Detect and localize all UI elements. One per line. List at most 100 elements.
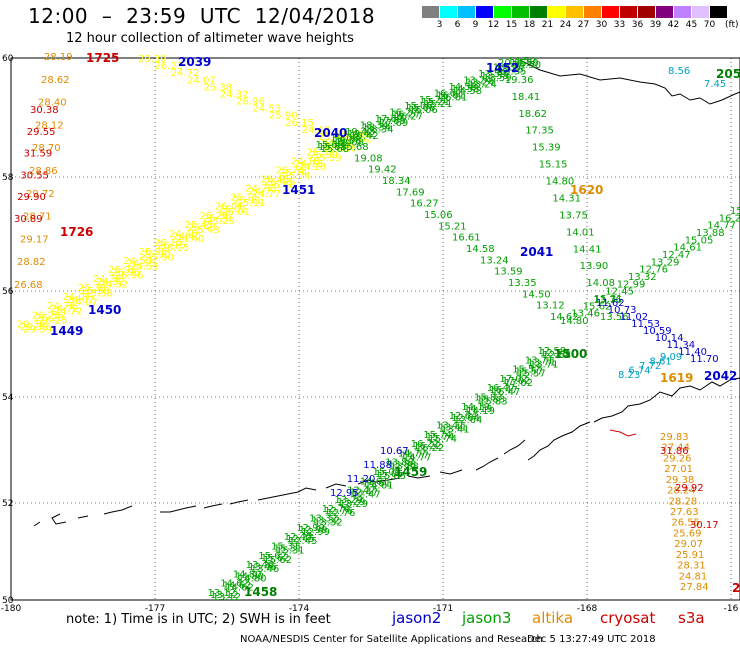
wave-height-label: 16.61 (434, 88, 463, 99)
wave-height-label: 25.29 (200, 211, 229, 222)
wave-height-label: 13.32 (314, 518, 343, 529)
wave-height-label: 15.21 (438, 221, 467, 232)
satellite-passes: 28.19 28.62 28.40 28.12 28.70 28.86 29.72 28.71… (14, 51, 740, 603)
wave-height-label: 29.39 (20, 322, 49, 333)
wave-height-label: 25.43 (188, 223, 217, 234)
near-islands (33, 505, 133, 527)
scale-label: 30 (595, 20, 608, 30)
wave-height-label: 19.42 (348, 129, 377, 140)
scale-swatch (566, 6, 583, 18)
wave-height-label: 24.07 (187, 75, 216, 86)
wave-height-label: 26.48 (264, 177, 293, 188)
wave-height-label: 13.24 (463, 75, 492, 86)
wave-height-label: 31.86 (660, 446, 689, 457)
wave-height-label: 28.19 (44, 52, 73, 63)
wave-height-label: 20.95 (498, 58, 527, 69)
wave-height-label: 15.06 (424, 210, 453, 221)
axis-labels: -180 -177 -174 -171 -168 -16 60 58 56 54 52 50 (1, 54, 739, 614)
wave-height-label: 28.86 (29, 166, 58, 177)
pass-time-label: 1619 (660, 371, 693, 385)
scale-swatch (638, 6, 655, 18)
wave-height-label: 13.75 (559, 210, 588, 221)
wave-height-label: 25.39 (313, 153, 342, 164)
alaska-coast (519, 59, 740, 105)
scale-swatch (440, 6, 457, 18)
wave-height-label: 18.34 (365, 125, 394, 136)
wave-height-label: 25.29 (206, 216, 235, 227)
wave-height-label: 16.22 (416, 443, 445, 454)
wave-height-label: 15.68 (318, 142, 347, 153)
wave-height-label: 15.06 (404, 101, 433, 112)
scale-swatch (710, 6, 727, 18)
wave-height-label: 12.99 (301, 527, 330, 538)
wave-height-label: 16.61 (439, 92, 468, 103)
scale-label: 3 (436, 20, 443, 30)
footnote: note: 1) Time is in UTC; 2) SWH is in fe… (66, 612, 331, 627)
wave-height-label: 12.47 (352, 490, 381, 501)
scale-swatch (620, 6, 637, 18)
wave-height-label: 15.31 (274, 544, 303, 555)
scale-swatch (692, 6, 709, 18)
wave-height-label: 24.66 (325, 141, 354, 152)
pass-time-label: 1458 (244, 585, 277, 599)
wave-height-label: 16.22 (411, 439, 440, 450)
wave-height-label: 15.05 (375, 469, 404, 480)
wave-height-label: 17.69 (377, 116, 406, 127)
wave-height-label: 13.29 (651, 257, 680, 268)
scale-swatch (458, 6, 475, 18)
wave-height-label: 19.08 (333, 136, 362, 147)
wave-height-label: 19.42 (350, 131, 379, 142)
wave-height-label: 25.39 (306, 147, 335, 158)
wave-height-label: 29.26 (663, 453, 692, 464)
pass-time-label: 1726 (60, 225, 93, 239)
wave-height-label: 13.88 (696, 228, 725, 239)
wave-height-label: 25.02 (340, 132, 369, 143)
latitude-tick-label: 54 (2, 393, 14, 403)
wave-height-label: 15.05 (378, 471, 407, 482)
wave-height-label: 15.31 (594, 294, 623, 305)
wave-height-label: 12.99 (296, 523, 325, 534)
wave-height-label: 13.12 (210, 590, 239, 601)
latitude-tick-label: 50 (2, 596, 14, 606)
wave-height-label: 29.72 (26, 189, 55, 200)
wave-height-label: 15.62 (263, 555, 292, 566)
wave-height-label: 25.90 (142, 250, 171, 261)
wave-height-label: 15.62 (583, 301, 612, 312)
scale-swatch (674, 6, 691, 18)
wave-height-label: 24.72 (47, 301, 76, 312)
wave-height-label: 11.62 (596, 298, 625, 309)
wave-height-label: 15.74 (730, 206, 740, 217)
wave-height-label: 15.62 (261, 553, 290, 564)
wave-height-label: 26.15 (285, 118, 314, 129)
wave-height-label: 24.53 (127, 259, 156, 270)
wave-height-label: 26.01 (221, 207, 250, 218)
wave-height-label: 12.64 (454, 415, 483, 426)
wave-height-label: 15.31 (276, 546, 305, 557)
unalaska-island (527, 421, 591, 461)
wave-height-label: 13.88 (390, 462, 419, 473)
wave-height-label: 24.40 (172, 232, 201, 243)
wave-height-label: 16.47 (492, 387, 521, 398)
wave-height-label: 30.17 (690, 520, 719, 531)
wave-height-label: 24.07 (62, 292, 91, 303)
longitude-tick-label: -174 (289, 604, 310, 614)
wave-height-label: 13.32 (312, 516, 341, 527)
latitude-tick-label: 58 (2, 173, 14, 183)
wave-height-label: 15.57 (517, 369, 546, 380)
wave-height-label: 17.02 (499, 374, 528, 385)
pass-time-label: 1500 (554, 347, 587, 361)
wave-height-label: 26.48 (261, 175, 290, 186)
wave-height-label: 13.32 (309, 514, 338, 525)
wave-height-label: 26.68 (14, 280, 43, 291)
wave-height-label: 27.84 (680, 582, 709, 593)
wave-height-label: 15.57 (515, 367, 544, 378)
wave-height-label: 15.83 (479, 397, 508, 408)
wave-height-label: 15.21 (421, 97, 450, 108)
wave-height-label: 15.68 (340, 142, 369, 153)
wave-height-label: 26.15 (154, 238, 183, 249)
wave-height-label: 14.50 (513, 60, 542, 71)
pass-time-label: 2042 (704, 369, 737, 383)
wave-height-label: 19.08 (335, 138, 364, 149)
wave-height-label: 25.90 (139, 247, 168, 258)
latitude-tick-label: 52 (2, 499, 13, 509)
